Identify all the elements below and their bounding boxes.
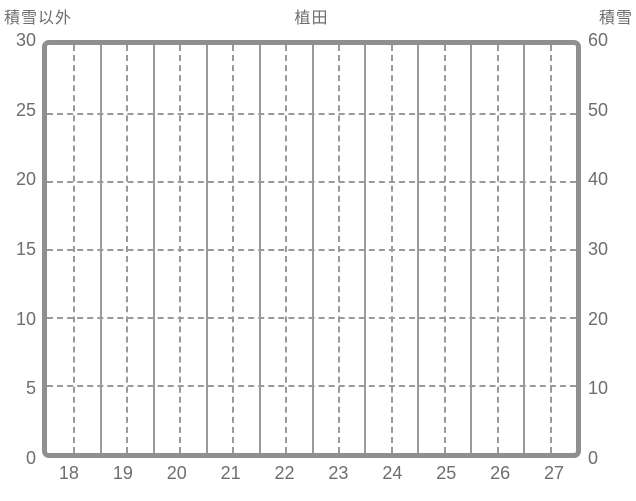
x-tick-label: 24: [382, 463, 403, 483]
y-axis-right: 60 50 40 30 20 10 0: [588, 31, 634, 467]
y-tick-label-right: 50: [588, 99, 609, 120]
x-tick-label: 22: [274, 463, 295, 483]
y-tick-label-left: 20: [15, 169, 36, 190]
y-tick-label-left: 25: [15, 99, 36, 120]
x-tick-label: 23: [328, 463, 349, 483]
y-tick-label-right: 40: [588, 169, 609, 190]
y-tick-label-left: 30: [15, 30, 36, 50]
y-tick-label-left: 5: [25, 378, 36, 399]
right-axis-title: 積雪: [598, 10, 633, 27]
x-tick-label: 19: [112, 463, 133, 483]
y-tick-label-left: 10: [15, 308, 36, 329]
gridline-horizontal-dashed: [47, 180, 576, 183]
plot-area: [42, 40, 581, 458]
y-tick-label-left: 15: [15, 239, 36, 259]
y-tick-label-right: 60: [588, 30, 609, 50]
y-tick-label-right: 0: [588, 448, 599, 468]
chart-title: 植田: [294, 10, 329, 27]
y-tick-label-right: 10: [588, 378, 609, 399]
y-tick-label-left: 0: [25, 448, 36, 468]
gridline-horizontal-dashed: [47, 249, 576, 251]
y-tick-label-right: 20: [588, 308, 609, 329]
left-axis-title: 積雪以外: [4, 10, 73, 27]
y-tick-label-right: 30: [588, 239, 609, 259]
x-tick-label: 18: [58, 463, 79, 483]
gridline-horizontal-dashed: [47, 385, 576, 387]
x-tick-label: 21: [220, 463, 241, 483]
gridline-horizontal-dashed: [47, 316, 576, 319]
x-tick-label: 20: [166, 463, 187, 483]
x-axis: 18 19 20 21 22 23 24 25 26 27: [42, 464, 581, 490]
x-tick-label: 27: [544, 463, 565, 483]
x-tick-label: 25: [436, 463, 457, 483]
y-axis-left: 30 25 20 15 10 5 0: [0, 31, 36, 467]
gridline-horizontal-dashed: [47, 112, 576, 115]
x-tick-label: 26: [490, 463, 511, 483]
